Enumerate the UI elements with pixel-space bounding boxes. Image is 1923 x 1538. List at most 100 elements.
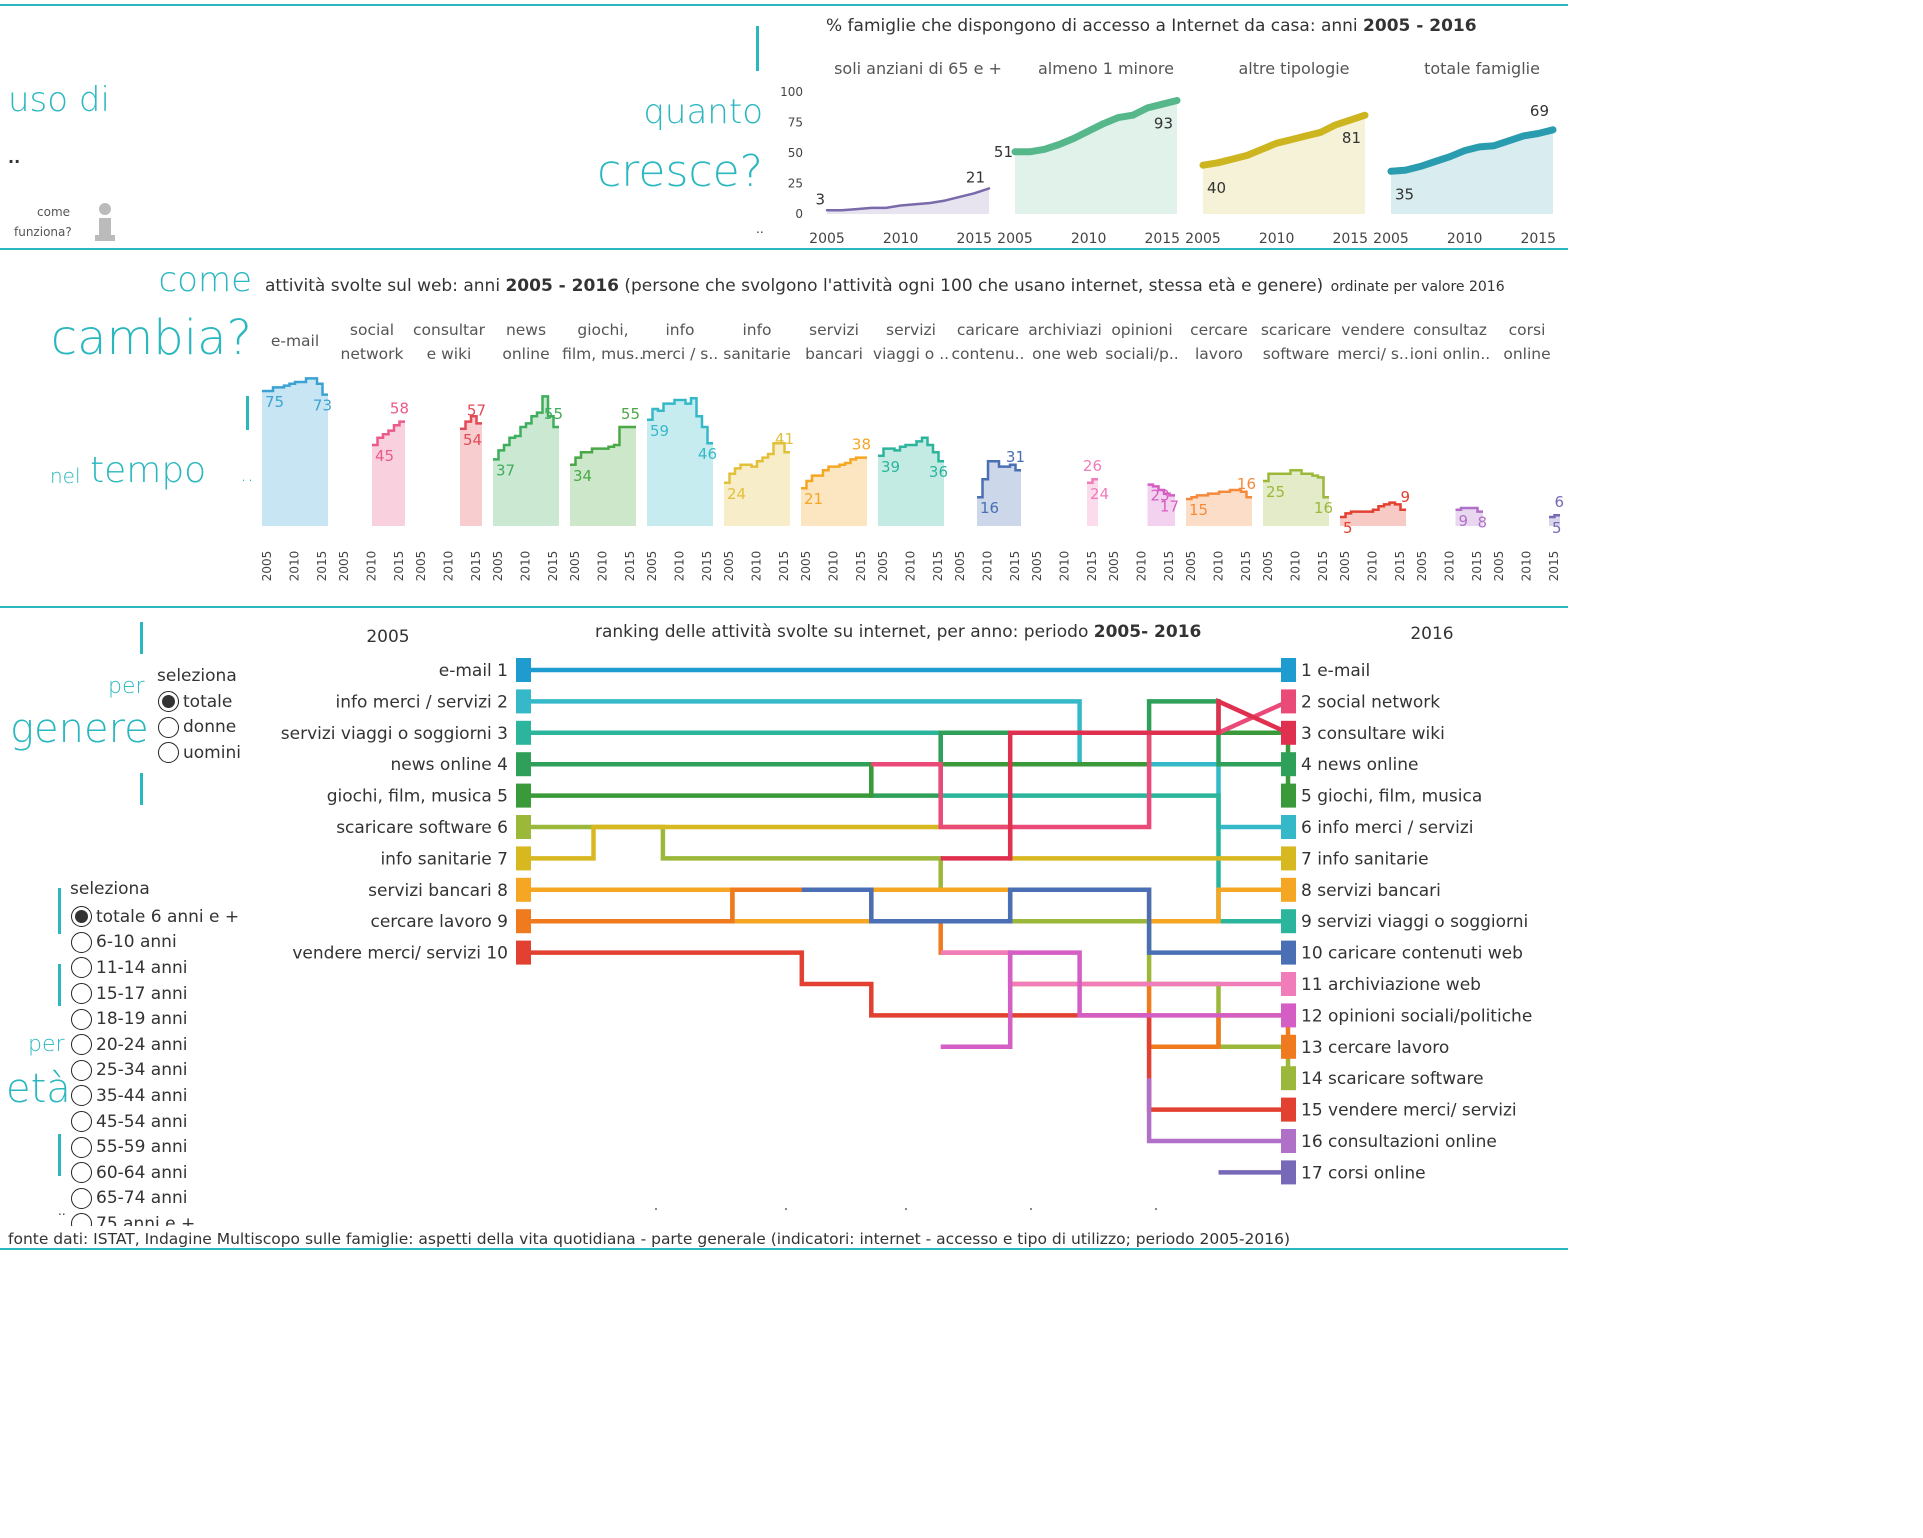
age-option[interactable]: 75 anni e + — [71, 1211, 239, 1226]
activity-line[interactable] — [801, 456, 867, 490]
x-tick-label: 2010 — [883, 231, 919, 247]
left-rank-label: giochi, film, musica 5 — [327, 787, 508, 807]
age-option[interactable]: 15-17 anni — [71, 981, 239, 1007]
activity-line[interactable] — [1549, 513, 1560, 519]
end-value-label: 93 — [1154, 115, 1173, 133]
start-value-label: 25 — [1266, 483, 1285, 501]
rank-trajectory[interactable] — [1146, 1078, 1288, 1144]
x-tick-label: 2005 — [953, 551, 967, 582]
age-option[interactable]: 11-14 anni — [71, 955, 239, 981]
activity-line[interactable] — [1340, 501, 1406, 519]
gender-option[interactable]: uomini — [158, 740, 241, 766]
series-name: almeno 1 minore — [1038, 59, 1174, 78]
x-tick-label: 2015 — [1239, 551, 1253, 582]
left-rank-marker — [516, 720, 531, 745]
radio-button-icon[interactable] — [71, 931, 92, 953]
radio-button-icon[interactable] — [71, 1187, 92, 1209]
age-option[interactable]: 18-19 anni — [71, 1006, 239, 1032]
activity-name: e wiki — [427, 345, 472, 363]
left-year: 2005 — [366, 627, 409, 647]
activity-line[interactable] — [977, 459, 1021, 499]
radio-button-icon[interactable] — [158, 742, 179, 764]
rank-trajectory[interactable] — [940, 697, 1289, 861]
activity-line[interactable] — [1186, 488, 1252, 501]
start-value-label: 21 — [804, 490, 823, 508]
radio-button-icon[interactable] — [158, 716, 179, 738]
radio-button-icon[interactable] — [71, 983, 92, 1005]
separator-bottom — [0, 1248, 1568, 1250]
age-option-label: 15-17 anni — [96, 983, 188, 1004]
age-option[interactable]: 25-34 anni — [71, 1058, 239, 1084]
age-option[interactable]: totale 6 anni e + — [71, 904, 239, 930]
x-tick-label: 2010 — [441, 551, 455, 582]
series-line[interactable] — [1011, 97, 1181, 156]
uso-di-title: uso di — [8, 80, 110, 120]
start-value-label: 40 — [1207, 179, 1226, 197]
activity-line[interactable] — [262, 377, 328, 396]
series-line[interactable] — [825, 187, 991, 212]
activity-line[interactable] — [372, 420, 405, 447]
age-option[interactable]: 35-44 anni — [71, 1083, 239, 1109]
radio-button-icon[interactable] — [71, 906, 92, 928]
rank-trajectory[interactable] — [524, 887, 1291, 1050]
age-option-label: 11-14 anni — [96, 957, 188, 978]
activity-line[interactable] — [1455, 506, 1484, 513]
series-area — [827, 188, 989, 214]
radio-button-icon[interactable] — [71, 1213, 92, 1226]
age-option[interactable]: 55-59 anni — [71, 1134, 239, 1160]
activity-name: giochi, — [577, 321, 628, 339]
x-tick-label: 2005 — [1338, 551, 1352, 582]
age-option[interactable]: 60-64 anni — [71, 1160, 239, 1186]
x-tick-label: 2015 — [315, 551, 329, 582]
radio-button-icon[interactable] — [158, 691, 179, 713]
radio-button-icon[interactable] — [71, 1059, 92, 1081]
left-rank-marker — [516, 658, 531, 682]
series-line[interactable] — [1387, 126, 1557, 175]
come-funziona-button[interactable]: come funziona? — [10, 203, 120, 245]
age-option[interactable]: 65-74 anni — [71, 1186, 239, 1212]
left-rank-marker — [516, 783, 531, 808]
right-rank-label: 10 caricare contenuti web — [1301, 944, 1523, 964]
gender-option[interactable]: donne — [158, 715, 241, 741]
radio-button-icon[interactable] — [71, 1111, 92, 1133]
start-value-label: 3 — [815, 190, 825, 208]
activity-line[interactable] — [493, 395, 559, 461]
activity-area — [1186, 490, 1252, 526]
cresce-title: cresce? — [597, 146, 763, 197]
right-rank-marker — [1281, 1097, 1296, 1122]
x-tick-label: 2015 — [700, 551, 714, 582]
activity-line[interactable] — [724, 441, 790, 485]
radio-button-icon[interactable] — [71, 957, 92, 979]
age-option[interactable]: 6-10 anni — [71, 930, 239, 956]
activity-line[interactable] — [647, 396, 713, 445]
age-option-label: 55-59 anni — [96, 1137, 188, 1158]
radio-button-icon[interactable] — [71, 1136, 92, 1158]
age-option-label: 45-54 anni — [96, 1111, 188, 1132]
radio-button-icon[interactable] — [71, 1162, 92, 1184]
rank-trajectory[interactable] — [524, 699, 1288, 830]
age-option[interactable]: 20-24 anni — [71, 1032, 239, 1058]
activity-line[interactable] — [1147, 483, 1176, 497]
radio-button-icon[interactable] — [71, 1085, 92, 1107]
age-option[interactable]: 45-54 anni — [71, 1109, 239, 1135]
activity-line[interactable] — [1087, 477, 1098, 485]
activity-line[interactable] — [460, 414, 482, 431]
series-line[interactable] — [1199, 111, 1369, 169]
rank-trajectory[interactable] — [524, 887, 1288, 924]
activity-line[interactable] — [1263, 468, 1329, 499]
x-tick-label: 2010 — [903, 551, 917, 582]
left-rank-marker — [516, 689, 531, 714]
rank-trajectory[interactable] — [524, 950, 1288, 1112]
activity-line[interactable] — [878, 436, 944, 463]
gender-option[interactable]: totale — [158, 689, 241, 715]
x-tick-label: 2015 — [1085, 551, 1099, 582]
radio-button-icon[interactable] — [71, 1008, 92, 1030]
activity-line[interactable] — [570, 425, 636, 467]
rank-trajectory[interactable] — [801, 887, 1288, 955]
rank-trajectory[interactable] — [524, 824, 1288, 861]
left-rank-marker — [516, 877, 531, 902]
radio-button-icon[interactable] — [71, 1034, 92, 1056]
rank-trajectory[interactable] — [524, 699, 1288, 798]
rank-trajectory[interactable] — [940, 950, 1288, 1050]
rank-trajectory[interactable] — [940, 950, 1288, 987]
